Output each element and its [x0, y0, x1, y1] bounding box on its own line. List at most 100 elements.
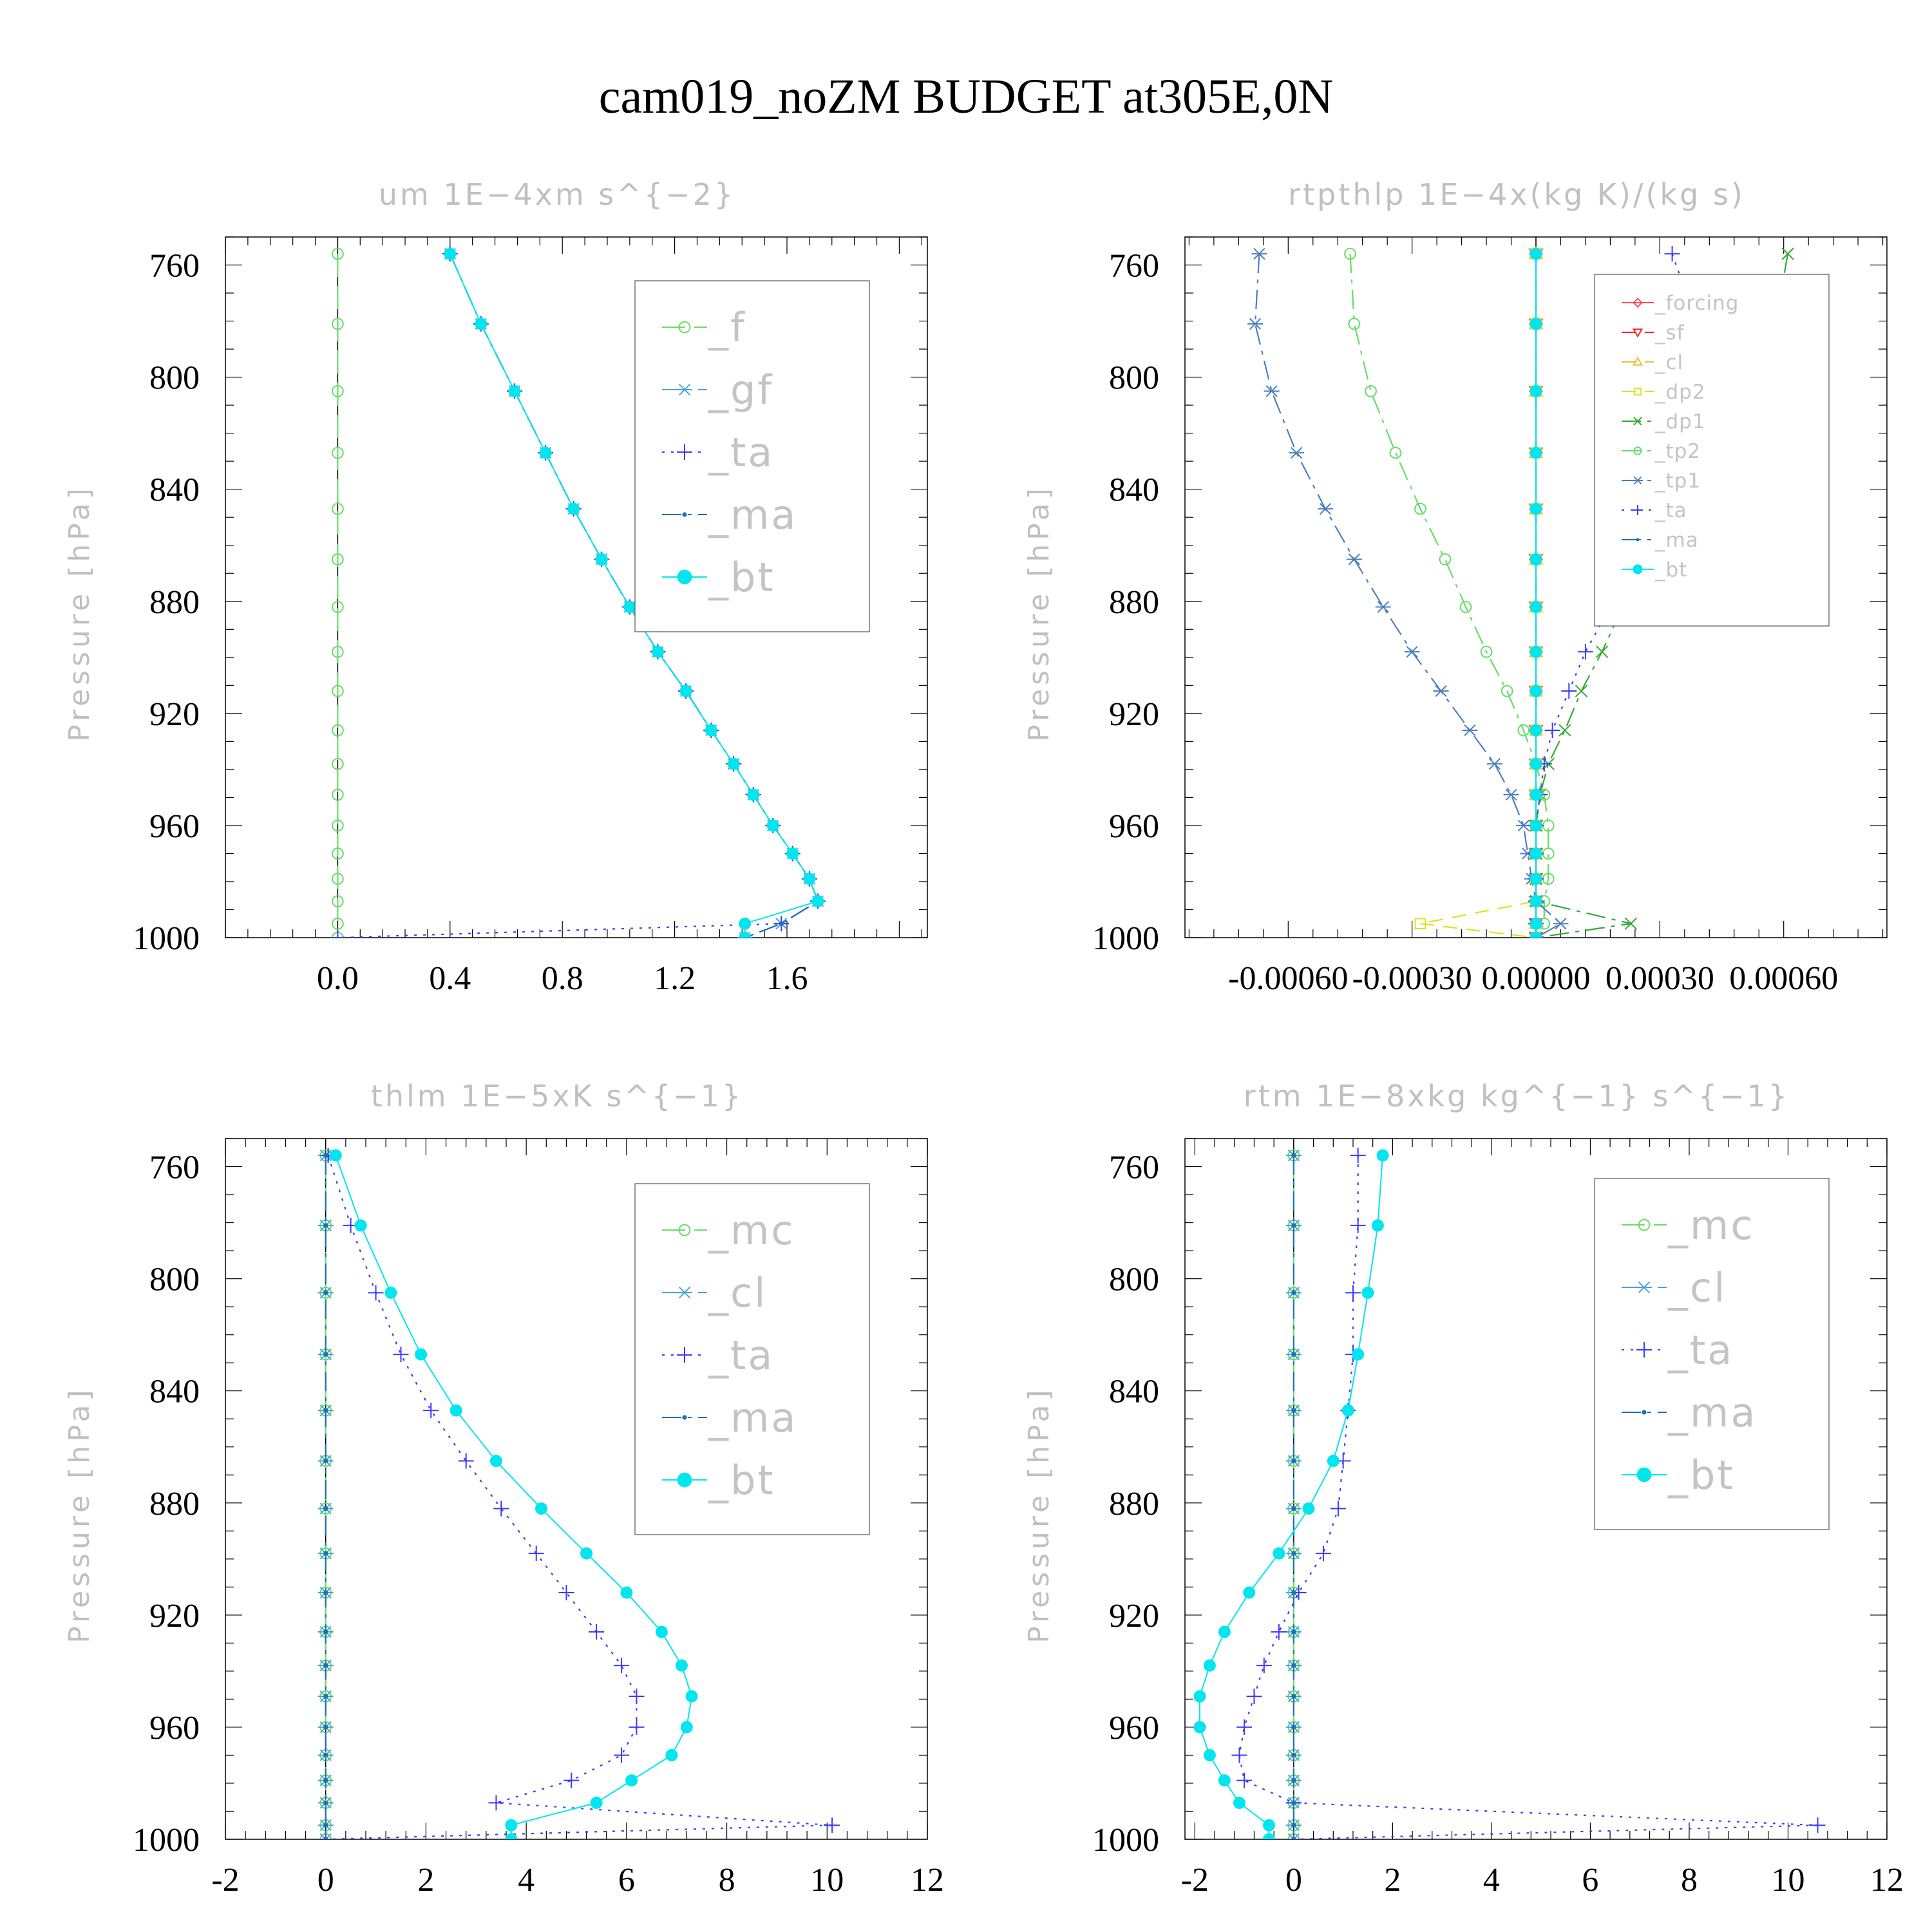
point-bt-shape — [1302, 1502, 1315, 1515]
x-tick-label: 0 — [1285, 1862, 1302, 1899]
point-bt-shape — [811, 895, 824, 907]
x-tick-label: 1.2 — [654, 960, 696, 997]
point-bt-shape — [1243, 1586, 1256, 1599]
point-ta — [1256, 1658, 1272, 1674]
point-bt-shape — [1327, 1454, 1340, 1467]
x-tick-label: 1.6 — [766, 960, 808, 997]
point-bt-shape — [535, 1502, 547, 1515]
point-f — [332, 895, 344, 907]
point-bt-shape — [685, 1690, 698, 1703]
point-bt-shape — [1193, 1721, 1206, 1734]
legend-label: _ma — [708, 1394, 797, 1441]
point-bt — [1341, 1404, 1354, 1417]
point-ma — [323, 1551, 328, 1556]
y-tick-label: 800 — [149, 360, 200, 397]
legend-marker — [1633, 446, 1642, 455]
panel-2: rtpthlp 1E−4x(kg K)/(kg s) Pressure [hPa]… — [1023, 177, 1888, 997]
point-bt — [535, 1502, 547, 1515]
series-group — [1247, 246, 1794, 938]
x-tick-label: 10 — [1771, 1862, 1804, 1899]
point-dp1-shape — [1595, 645, 1609, 658]
point-bt — [665, 1748, 678, 1761]
point-ma — [1291, 1663, 1296, 1668]
point-bt-shape — [450, 1404, 462, 1417]
point-tp2-shape — [1459, 601, 1472, 613]
legend-marker-shape — [1636, 1281, 1652, 1294]
point-ma-shape — [1291, 1408, 1296, 1413]
y-tick-label: 960 — [1109, 808, 1159, 845]
point-bt-shape — [1352, 1348, 1365, 1361]
point-bt — [595, 553, 608, 565]
point-ta — [1236, 1772, 1253, 1788]
point-bt — [625, 1774, 638, 1787]
legend: _f _gf _ta _ma _bt — [634, 280, 870, 632]
point-tp2 — [1348, 317, 1361, 330]
point-ta — [1345, 1285, 1361, 1301]
point-tp2 — [1480, 645, 1493, 658]
y-axis-label: Pressure [hPa] — [1023, 1386, 1056, 1643]
x-tick-label: 8 — [719, 1862, 735, 1899]
point-tp2-shape — [1414, 502, 1426, 515]
legend-marker — [678, 321, 691, 334]
y-tick-label: 920 — [149, 1598, 200, 1634]
point-bt-shape — [1361, 1286, 1374, 1299]
point-ta — [614, 1747, 630, 1763]
point-ma — [323, 1590, 328, 1595]
legend: _forcing _sf _cl _dp2 _dp1 _tp2 _tp1 _ta _ma _bt — [1594, 274, 1830, 627]
y-tick-label: 840 — [1109, 472, 1159, 509]
point-tp2 — [1517, 724, 1530, 737]
x-tick-label: 6 — [618, 1862, 635, 1899]
y-tick-label: 800 — [1109, 1262, 1159, 1298]
point-ma-shape — [1291, 1663, 1296, 1668]
x-tick-label: 0 — [317, 1862, 334, 1899]
point-bt-shape — [539, 446, 552, 459]
point-bt — [705, 724, 717, 737]
point-bt-shape — [1530, 317, 1542, 330]
panel-title: rtpthlp 1E−4x(kg K)/(kg s) — [1288, 177, 1745, 212]
plot-frame — [1184, 1138, 1888, 1840]
point-bt-shape — [329, 1149, 342, 1162]
point-tp1-shape — [1553, 918, 1569, 930]
point-tp2 — [1365, 384, 1377, 397]
point-ma-shape — [1291, 1752, 1296, 1758]
point-ta-shape — [589, 1624, 605, 1640]
legend-marker — [1632, 356, 1643, 366]
legend-label: _ta — [1654, 499, 1687, 522]
point-ta — [1315, 1546, 1331, 1562]
point-ta-shape — [558, 1585, 574, 1601]
legend-marker-shape — [1633, 505, 1643, 515]
point-f-shape — [332, 384, 344, 397]
panel-1: um 1E−4xm s^{−2} Pressure [hPa] 760 800 840 8… — [63, 177, 928, 997]
point-tp1 — [1433, 685, 1449, 697]
point-bt — [1530, 384, 1542, 397]
point-bt-shape — [1530, 917, 1542, 930]
legend-box — [1594, 1178, 1830, 1530]
point-bt — [1361, 1286, 1374, 1299]
point-bt — [620, 1586, 633, 1599]
point-ma-shape — [323, 1352, 328, 1357]
point-bt — [508, 384, 521, 397]
legend-marker — [1633, 505, 1643, 515]
legend-label: _tp1 — [1654, 469, 1701, 493]
legend-marker-shape — [677, 383, 692, 396]
x-tick-label: 10 — [810, 1862, 844, 1899]
point-ma-shape — [323, 1752, 328, 1758]
point-bt-shape — [680, 1721, 693, 1734]
point-bt-shape — [1530, 384, 1542, 397]
legend-marker-shape — [677, 444, 692, 460]
legend-marker-shape — [1633, 387, 1642, 396]
point-dp1 — [1781, 247, 1794, 260]
legend-marker-shape — [1633, 446, 1642, 455]
point-bt-shape — [1530, 600, 1542, 613]
point-ma — [1291, 1551, 1296, 1556]
point-tp2-shape — [1344, 247, 1356, 260]
point-bt-shape — [665, 1748, 678, 1761]
point-ta-shape — [1561, 683, 1577, 699]
point-ta-shape — [1330, 1501, 1346, 1517]
point-tp1 — [1553, 918, 1569, 930]
point-ma-shape — [323, 1837, 328, 1839]
point-bt — [680, 1721, 693, 1734]
point-ta — [1577, 644, 1593, 660]
point-bt-shape — [1530, 757, 1542, 770]
point-ma-shape — [323, 1551, 328, 1556]
